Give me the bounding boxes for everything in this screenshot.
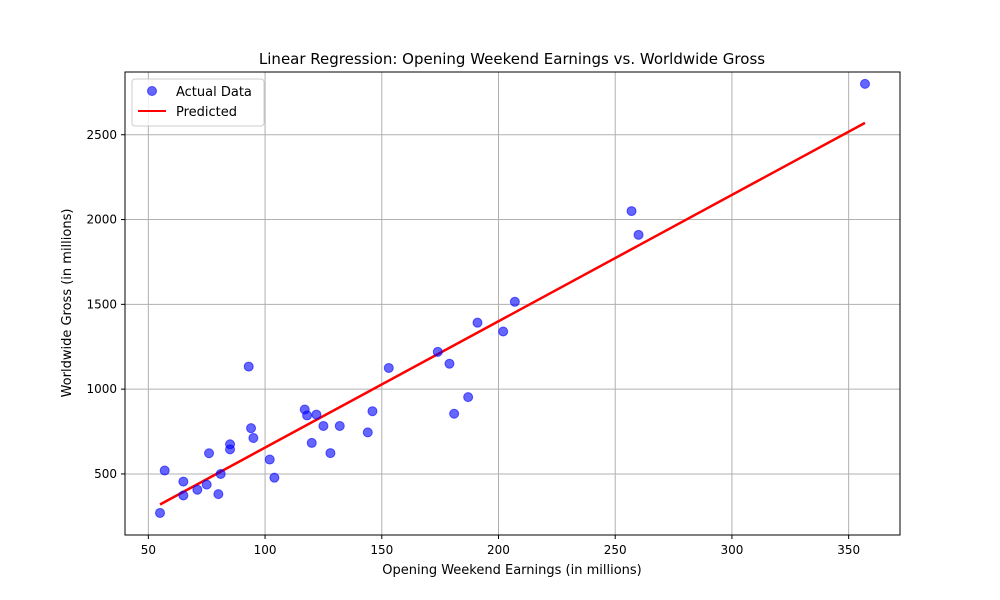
plot-frame bbox=[124, 71, 901, 536]
actual-data-point bbox=[362, 427, 373, 438]
actual-data-point bbox=[155, 507, 166, 518]
actual-data-point bbox=[225, 444, 236, 455]
actual-data-point bbox=[178, 490, 189, 501]
x-tick-label: 50 bbox=[141, 543, 156, 557]
legend: Actual Data Predicted bbox=[131, 78, 265, 127]
actual-data-point bbox=[367, 406, 378, 417]
actual-data-point bbox=[204, 448, 215, 459]
ticks: 50 100 150 200 250 300 350 500 1000 1500 2000 2500 bbox=[86, 128, 860, 557]
actual-data-point bbox=[159, 465, 170, 476]
y-tick-label: 500 bbox=[94, 467, 117, 481]
actual-data-point bbox=[463, 392, 474, 403]
predicted-line-layer bbox=[159, 121, 866, 506]
actual-data-point bbox=[306, 437, 317, 448]
actual-data-point bbox=[302, 410, 313, 421]
legend-actual-data-marker bbox=[147, 86, 157, 96]
x-tick-label: 150 bbox=[370, 543, 393, 557]
actual-data-point bbox=[498, 326, 509, 337]
actual-data-point bbox=[509, 296, 520, 307]
actual-data-point bbox=[269, 472, 280, 483]
actual-data-point bbox=[318, 420, 329, 431]
actual-data-point bbox=[213, 489, 224, 500]
actual-data-point bbox=[264, 454, 275, 465]
x-tick-label: 300 bbox=[720, 543, 743, 557]
x-tick-label: 350 bbox=[837, 543, 860, 557]
actual-data-point bbox=[178, 476, 189, 487]
actual-data-point bbox=[383, 362, 394, 373]
chart-title: Linear Regression: Opening Weekend Earni… bbox=[259, 50, 765, 68]
y-tick-label: 1000 bbox=[86, 382, 117, 396]
actual-data-point bbox=[246, 423, 257, 434]
actual-data-point bbox=[472, 317, 483, 328]
actual-data-point bbox=[334, 420, 345, 431]
y-tick-label: 1500 bbox=[86, 297, 117, 311]
actual-data-point bbox=[444, 358, 455, 369]
legend-box bbox=[131, 78, 265, 127]
actual-data-point bbox=[215, 468, 226, 479]
actual-data-point bbox=[432, 346, 443, 357]
x-tick-label: 250 bbox=[604, 543, 627, 557]
x-tick-label: 200 bbox=[487, 543, 510, 557]
y-tick-label: 2000 bbox=[86, 213, 117, 227]
actual-data-point bbox=[626, 206, 637, 217]
legend-actual-data-label: Actual Data bbox=[176, 85, 252, 100]
x-axis-label: Opening Weekend Earnings (in millions) bbox=[382, 563, 641, 578]
legend-predicted-label: Predicted bbox=[176, 105, 237, 120]
y-axis-label: Worldwide Gross (in millions) bbox=[60, 209, 75, 398]
actual-data-point bbox=[243, 361, 254, 372]
actual-data-point bbox=[325, 448, 336, 459]
y-tick-label: 2500 bbox=[86, 128, 117, 142]
actual-data-point bbox=[192, 484, 203, 495]
scatter-points-layer bbox=[155, 78, 870, 518]
actual-data-point bbox=[248, 432, 259, 443]
x-tick-label: 100 bbox=[254, 543, 277, 557]
actual-data-point bbox=[201, 479, 212, 490]
actual-data-point bbox=[859, 78, 870, 89]
actual-data-point bbox=[311, 409, 322, 420]
predicted-line bbox=[159, 121, 866, 506]
actual-data-point bbox=[449, 408, 460, 419]
actual-data-point bbox=[633, 229, 644, 240]
